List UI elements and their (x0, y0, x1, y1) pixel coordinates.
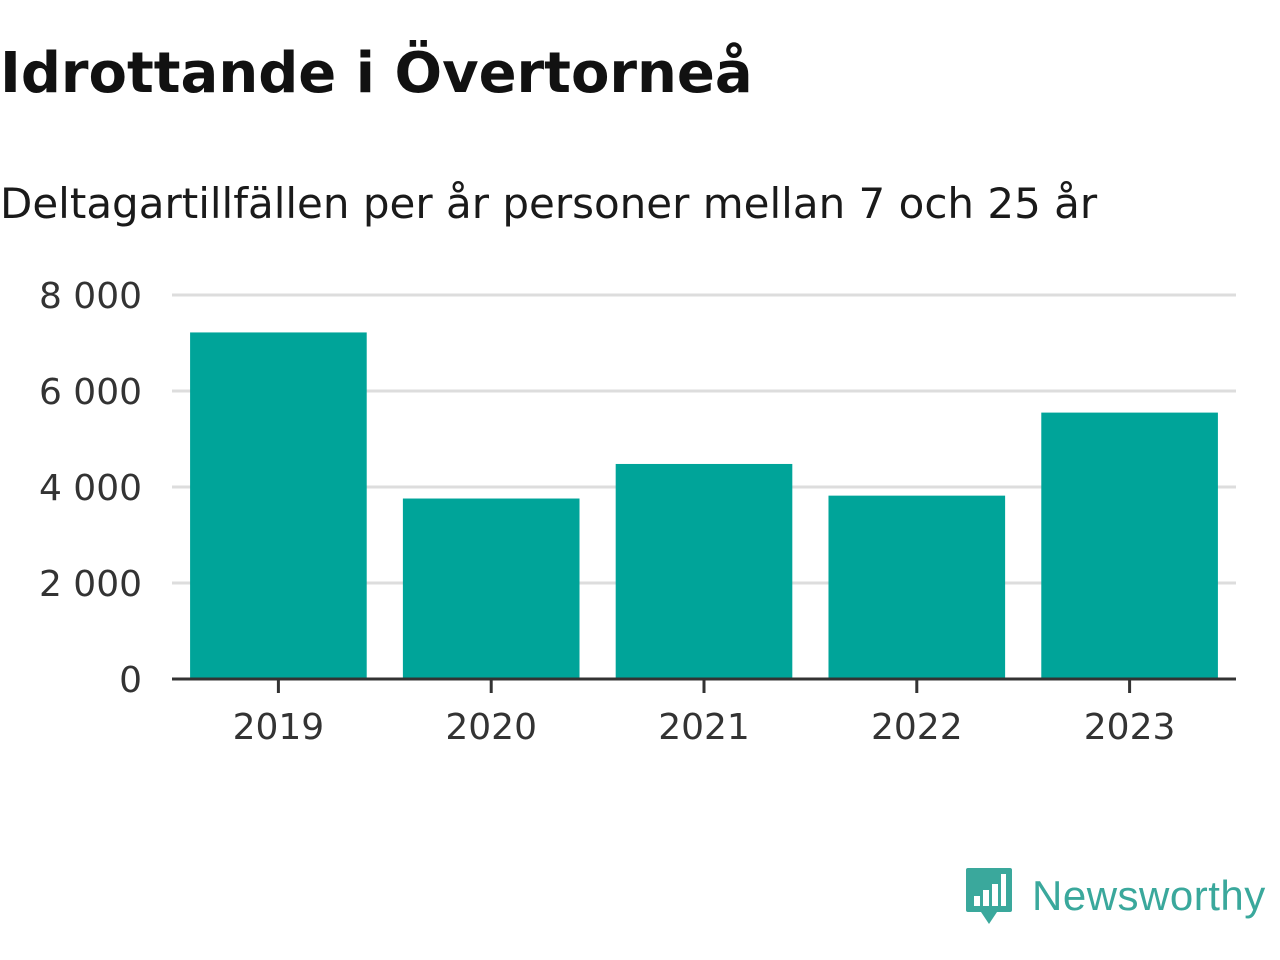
newsworthy-logo-icon (966, 868, 1012, 924)
bar-2022 (828, 495, 1006, 679)
bar-chart: 0 2 000 4 000 6 000 8 000 2019 2020 2021 2022 202… (39, 276, 1236, 748)
x-tick-label: 2021 (658, 707, 750, 748)
y-tick-label: 0 (119, 660, 142, 701)
chart-title: Idrottande i Övertorneå (0, 41, 753, 106)
x-tick-label: 2019 (233, 707, 325, 748)
bar-2021 (615, 463, 793, 679)
y-tick-label: 8 000 (39, 276, 142, 317)
brand-logo: Newsworthy (964, 864, 1266, 928)
bar-2020 (402, 498, 580, 679)
bar-2023 (1041, 412, 1218, 679)
x-tick-label: 2023 (1084, 707, 1176, 748)
x-tick-label: 2020 (445, 707, 537, 748)
bar-2019 (190, 332, 367, 679)
chart-subtitle: Deltagartillfällen per år personer mella… (0, 179, 1098, 228)
y-tick-label: 4 000 (39, 468, 142, 509)
x-tick-label: 2022 (871, 707, 963, 748)
y-tick-label: 2 000 (39, 564, 142, 605)
brand-name: Newsworthy (1032, 872, 1266, 919)
y-tick-label: 6 000 (39, 372, 142, 413)
